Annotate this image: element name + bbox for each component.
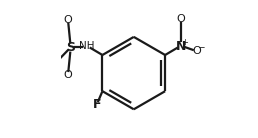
Text: S: S — [67, 41, 76, 54]
Text: O: O — [63, 70, 72, 80]
Text: O: O — [192, 46, 201, 56]
Text: O: O — [176, 14, 185, 24]
Text: O: O — [63, 15, 72, 25]
Text: NH: NH — [79, 41, 94, 51]
Text: F: F — [93, 98, 101, 111]
Text: −: − — [197, 43, 204, 52]
Text: N: N — [176, 40, 186, 53]
Text: +: + — [182, 38, 188, 47]
